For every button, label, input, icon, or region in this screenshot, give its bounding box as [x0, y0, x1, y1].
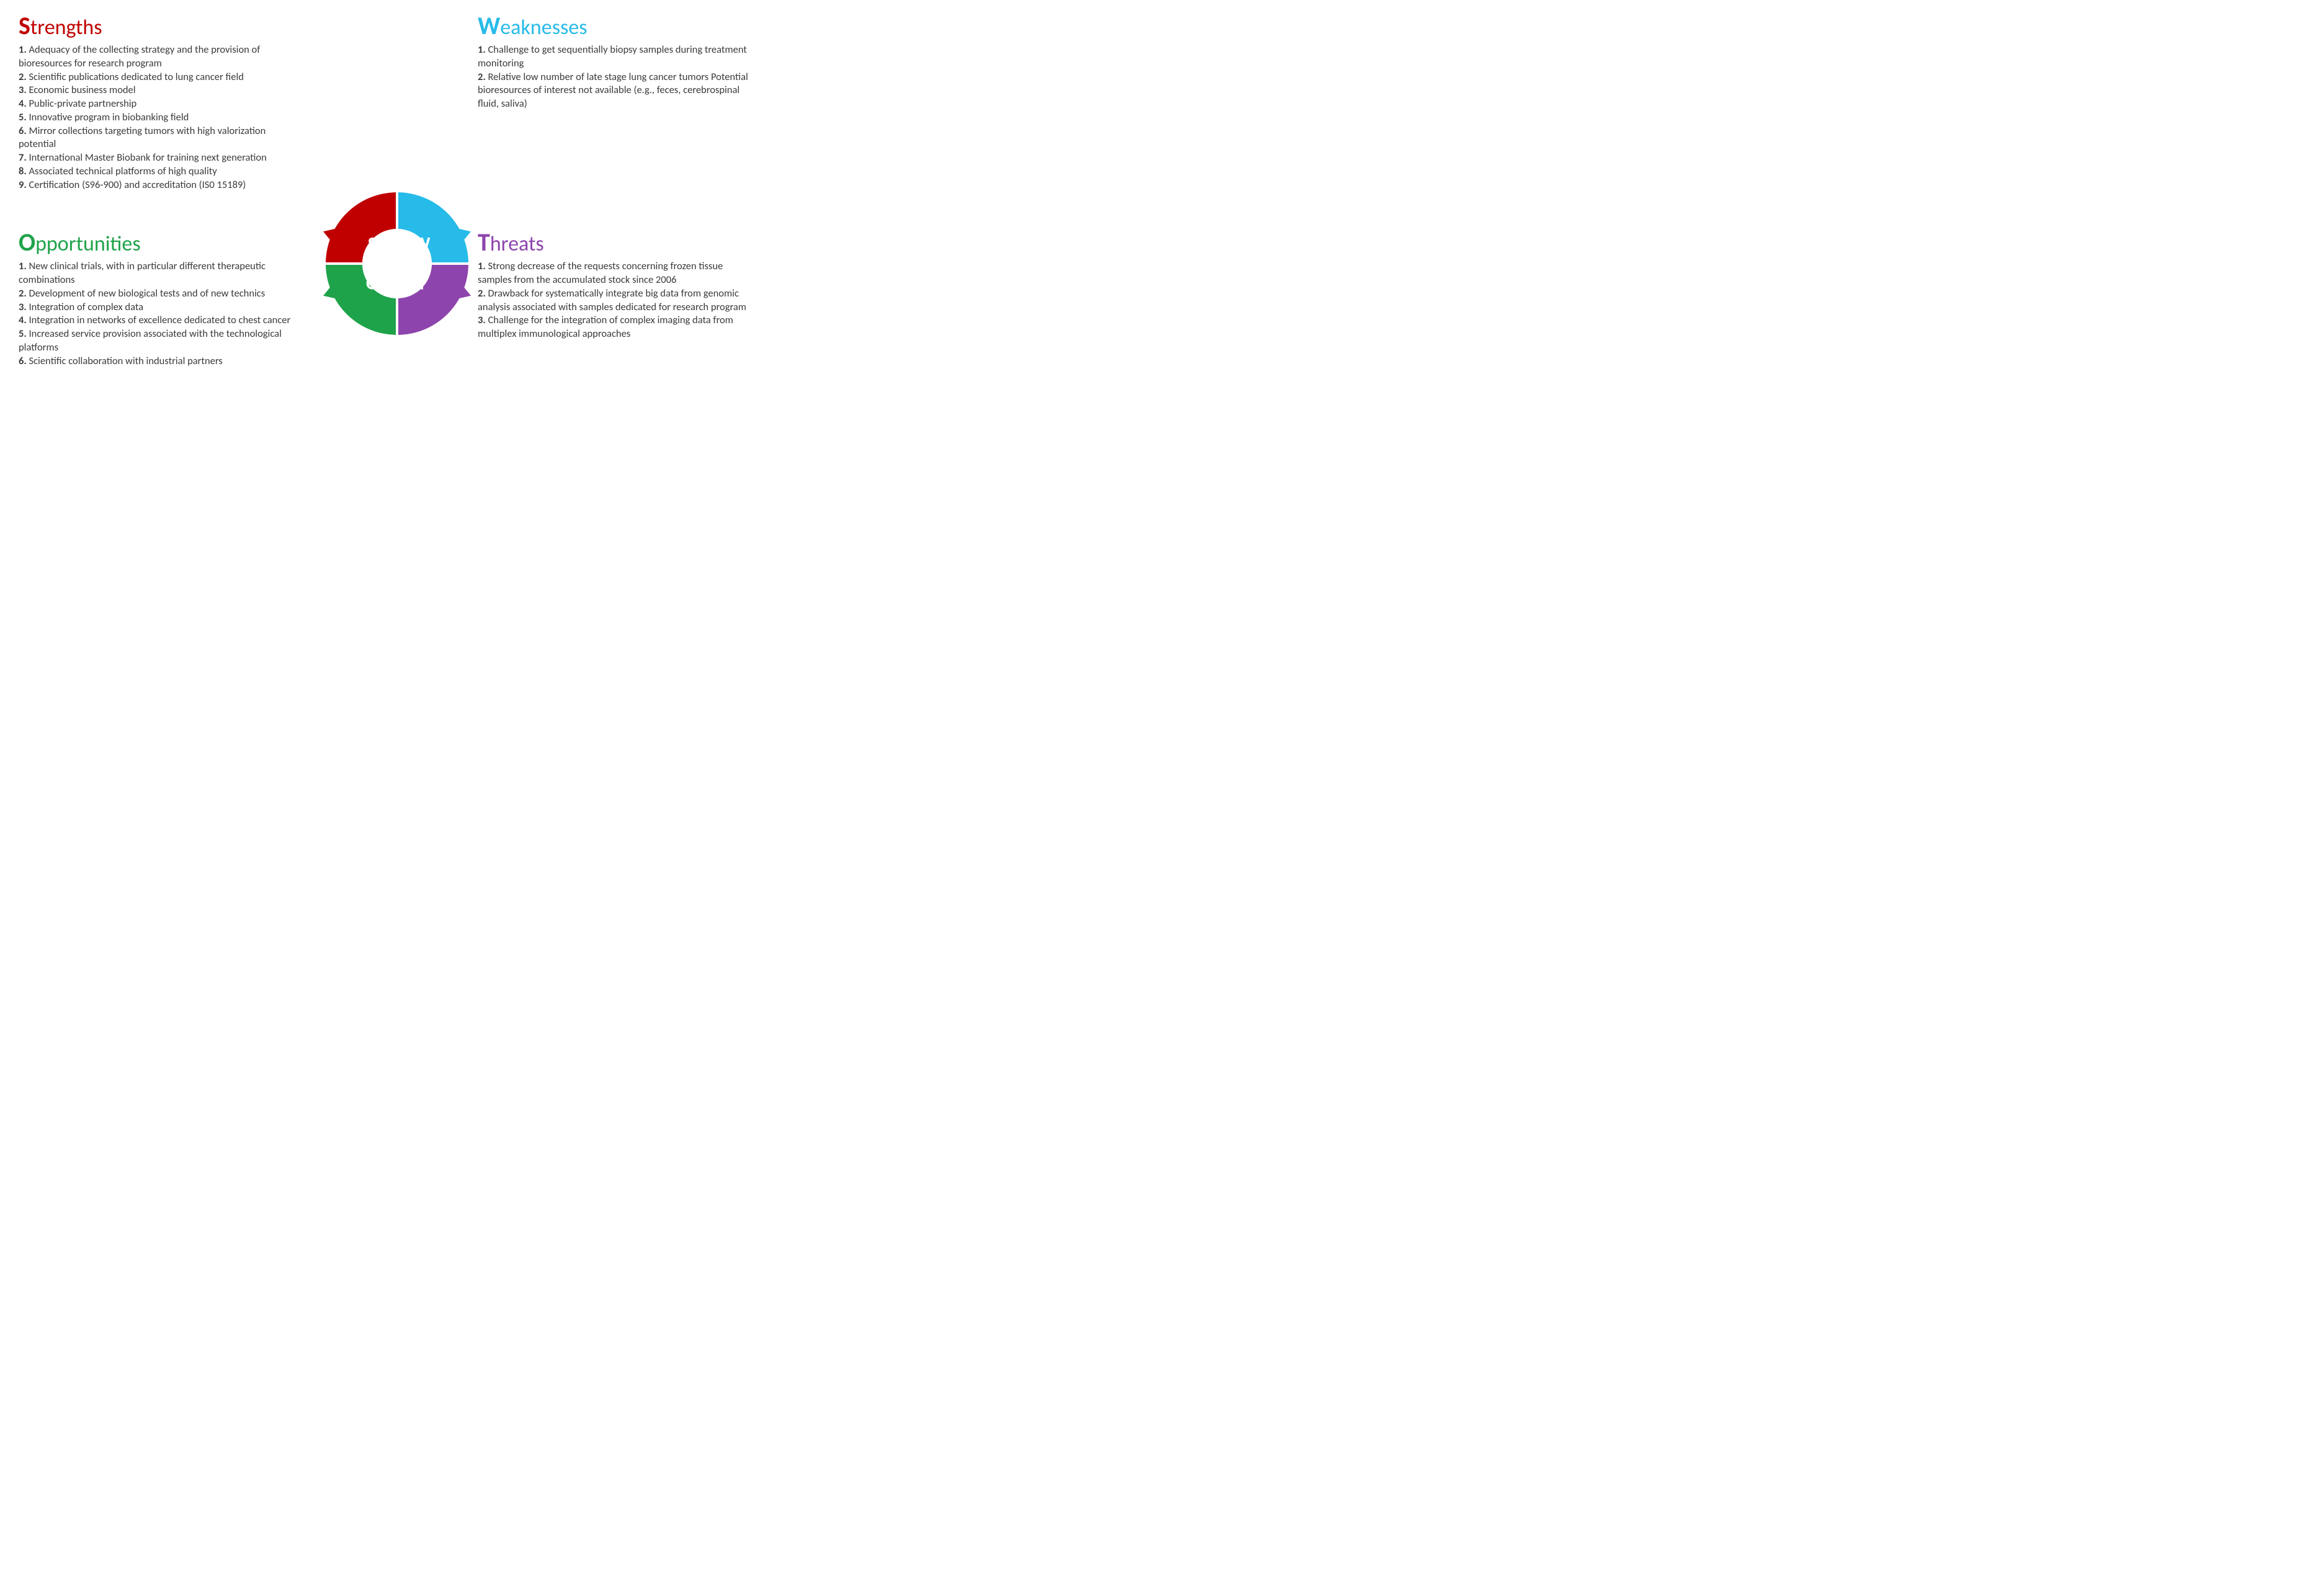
list-item: 1. Strong decrease of the requests conce… [478, 260, 751, 287]
item-text: Challenge for the integration of complex… [478, 314, 733, 340]
item-text: Certification (S96-900) and accreditatio… [29, 179, 246, 191]
swot-ring-svg: SWTO [307, 174, 487, 354]
item-text: New clinical trials, with in particular … [19, 260, 266, 286]
item-text: Economic business model [29, 84, 136, 96]
strengths-body: 1. Adequacy of the collecting strategy a… [19, 43, 292, 192]
ring-tail-tl [323, 228, 339, 245]
list-item: 6. Scientific collaboration with industr… [19, 355, 292, 368]
item-number: 1. [19, 260, 29, 272]
ring-letter-O: O [366, 272, 378, 295]
list-item: 6. Mirror collections targeting tumors w… [19, 125, 292, 152]
weaknesses-title-cap: W [478, 11, 500, 41]
weaknesses-body: 1. Challenge to get sequentially biopsy … [478, 43, 751, 111]
list-item: 3. Economic business model [19, 84, 292, 97]
item-text: Scientific collaboration with industrial… [29, 355, 223, 367]
list-item: 1. New clinical trials, with in particul… [19, 260, 292, 287]
list-item: 2. Drawback for systematically integrate… [478, 287, 751, 314]
ring-segment-W [397, 192, 468, 264]
item-text: Integration in networks of excellence de… [29, 314, 291, 326]
item-number: 5. [19, 327, 29, 340]
item-number: 2. [478, 71, 488, 83]
item-text: Mirror collections targeting tumors with… [19, 125, 266, 151]
ring-tail-bl [323, 282, 339, 300]
list-item: 4. Integration in networks of excellence… [19, 314, 292, 327]
item-text: Challenge to get sequentially biopsy sam… [478, 43, 747, 69]
item-number: 1. [19, 43, 29, 56]
opportunities-quadrant: Opportunities 1. New clinical trials, wi… [19, 229, 316, 368]
list-item: 3. Challenge for the integration of comp… [478, 314, 751, 341]
list-item: 1. Adequacy of the collecting strategy a… [19, 43, 292, 71]
swot-grid: Strengths 1. Adequacy of the collecting … [19, 12, 775, 368]
ring-tail-tr [455, 228, 471, 245]
list-item: 4. Public-private partnership [19, 97, 292, 111]
list-item: 2. Scientific publications dedicated to … [19, 71, 292, 84]
item-number: 5. [19, 111, 29, 123]
item-number: 9. [19, 179, 29, 191]
item-text: Integration of complex data [29, 301, 144, 313]
weaknesses-quadrant: Weaknesses 1. Challenge to get sequentia… [478, 12, 775, 192]
threats-body: 1. Strong decrease of the requests conce… [478, 260, 751, 341]
threats-title-rest: hreats [490, 231, 544, 257]
item-number: 7. [19, 151, 29, 164]
item-number: 6. [19, 125, 29, 137]
list-item: 7. International Master Biobank for trai… [19, 151, 292, 165]
ring-segment-O [326, 264, 397, 335]
list-item: 2. Relative low number of late stage lun… [478, 71, 751, 111]
item-text: Associated technical platforms of high q… [29, 165, 217, 177]
ring-segment-T [397, 264, 468, 335]
ring-letter-T: T [418, 272, 427, 295]
threats-title-cap: T [478, 227, 490, 257]
item-text: Adequacy of the collecting strategy and … [19, 43, 260, 69]
item-number: 4. [19, 314, 29, 326]
ring-center-hole [362, 229, 432, 298]
item-number: 4. [19, 97, 29, 110]
ring-letter-W: W [413, 232, 431, 255]
item-text: Drawback for systematically integrate bi… [478, 287, 746, 313]
item-number: 1. [478, 260, 488, 272]
opportunities-body: 1. New clinical trials, with in particul… [19, 260, 292, 368]
item-number: 8. [19, 165, 29, 177]
weaknesses-title-rest: eaknesses [500, 15, 587, 40]
item-number: 2. [19, 71, 29, 83]
swot-ring-diagram: SWTO [307, 174, 487, 354]
list-item: 8. Associated technical platforms of hig… [19, 165, 292, 179]
strengths-title-rest: trengths [30, 15, 102, 40]
ring-letter-S: S [368, 232, 377, 255]
list-item: 5. Innovative program in biobanking fiel… [19, 111, 292, 125]
item-number: 2. [19, 287, 29, 300]
ring-tail-br [455, 282, 471, 300]
list-item: 9. Certification (S96-900) and accredita… [19, 179, 292, 192]
item-number: 2. [478, 287, 488, 300]
threats-quadrant: Threats 1. Strong decrease of the reques… [478, 229, 775, 368]
list-item: 5. Increased service provision associate… [19, 327, 292, 355]
item-number: 3. [19, 84, 29, 96]
item-text: Relative low number of late stage lung c… [478, 71, 748, 110]
strengths-title: Strengths [19, 12, 316, 40]
item-text: International Master Biobank for trainin… [29, 151, 267, 164]
strengths-title-cap: S [19, 11, 30, 41]
list-item: 2. Development of new biological tests a… [19, 287, 292, 301]
opportunities-title: Opportunities [19, 229, 316, 256]
opportunities-title-rest: pportunities [35, 231, 141, 257]
item-text: Development of new biological tests and … [29, 287, 266, 300]
item-text: Public-private partnership [29, 97, 137, 110]
opportunities-title-cap: O [19, 227, 35, 257]
threats-title: Threats [478, 229, 775, 256]
strengths-quadrant: Strengths 1. Adequacy of the collecting … [19, 12, 316, 192]
list-item: 1. Challenge to get sequentially biopsy … [478, 43, 751, 71]
item-number: 3. [478, 314, 488, 326]
item-text: Innovative program in biobanking field [29, 111, 189, 123]
ring-segment-S [326, 192, 397, 264]
item-text: Scientific publications dedicated to lun… [29, 71, 244, 83]
item-number: 3. [19, 301, 29, 313]
item-text: Strong decrease of the requests concerni… [478, 260, 723, 286]
weaknesses-title: Weaknesses [478, 12, 775, 40]
item-text: Increased service provision associated w… [19, 327, 282, 354]
item-number: 6. [19, 355, 29, 367]
list-item: 3. Integration of complex data [19, 301, 292, 314]
item-number: 1. [478, 43, 488, 56]
